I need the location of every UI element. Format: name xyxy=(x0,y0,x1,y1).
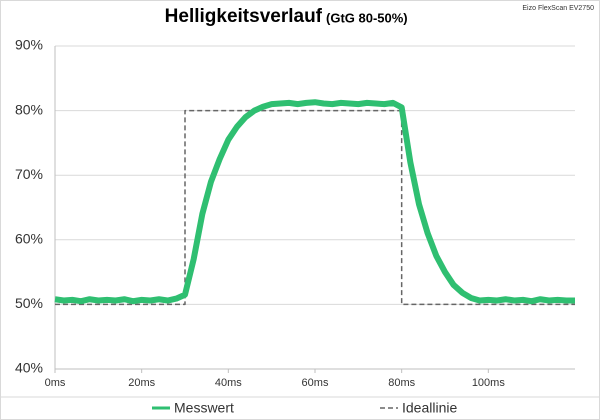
x-tick-label: 100ms xyxy=(472,377,506,389)
series-line xyxy=(54,99,575,305)
legend-label: Messwert xyxy=(174,400,234,416)
chart-subtitle: (GtG 80-50%) xyxy=(326,10,408,25)
annotation: Eizo FlexScan EV2750 xyxy=(522,5,594,12)
x-tick-label: 40ms xyxy=(215,377,242,389)
x-tick-label: 20ms xyxy=(128,377,155,389)
chart-title: Helligkeitsverlauf xyxy=(165,6,323,27)
y-tick-label: 90% xyxy=(15,37,43,53)
y-tick-label: 60% xyxy=(15,231,43,247)
y-tick-label: 40% xyxy=(15,360,43,376)
y-tick-label: 70% xyxy=(15,166,43,182)
series-line xyxy=(55,109,575,306)
x-tick-label: 0ms xyxy=(45,377,66,389)
y-tick-label: 50% xyxy=(15,295,43,311)
x-tick-label: 60ms xyxy=(302,377,329,389)
x-tick-label: 80ms xyxy=(388,377,415,389)
legend-label: Ideallinie xyxy=(402,400,457,416)
y-tick-label: 80% xyxy=(15,101,43,117)
